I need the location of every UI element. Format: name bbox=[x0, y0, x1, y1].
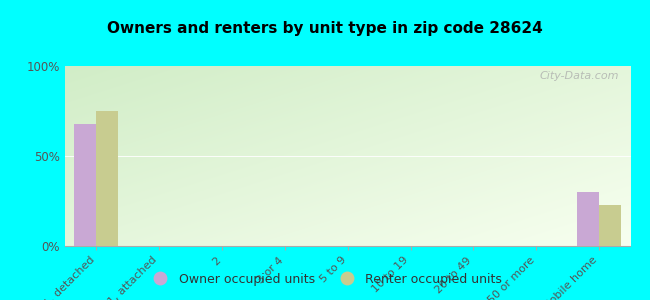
Legend: Owner occupied units, Renter occupied units: Owner occupied units, Renter occupied un… bbox=[143, 268, 507, 291]
Text: City-Data.com: City-Data.com bbox=[540, 71, 619, 81]
Bar bbox=[599, 205, 621, 246]
Bar bbox=[74, 124, 96, 246]
Bar bbox=[96, 111, 118, 246]
Text: Owners and renters by unit type in zip code 28624: Owners and renters by unit type in zip c… bbox=[107, 21, 543, 36]
Bar bbox=[577, 192, 599, 246]
